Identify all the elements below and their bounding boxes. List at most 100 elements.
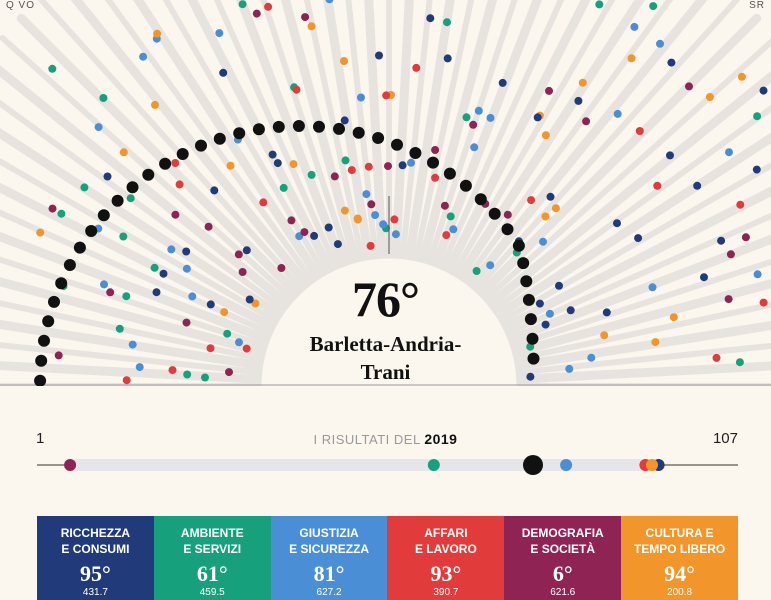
category-dot [753, 270, 762, 279]
ray-line [503, 301, 771, 365]
overall-dot [213, 132, 226, 145]
category-panel-ambiente[interactable]: Ambiente e servizi 61° 459.5 [153, 516, 271, 600]
category-dot [182, 247, 191, 256]
overall-dot [63, 259, 76, 271]
category-dot [292, 85, 301, 94]
category-dot [398, 161, 407, 170]
category-dot [384, 162, 392, 171]
category-panels: Ricchezza e consumi 95° 431.7 Ambiente e serv… [37, 516, 738, 600]
category-dot [498, 78, 507, 87]
overall-dot [252, 123, 265, 136]
category-dot [234, 250, 243, 259]
ray-line [427, 0, 542, 279]
category-dot [382, 91, 391, 100]
category-value: 200.8 [667, 587, 693, 598]
category-value: 431.7 [82, 587, 108, 598]
category-dot [215, 29, 224, 38]
timeline-year: 2019 [424, 431, 458, 447]
rank-timeline [37, 455, 738, 475]
overall-dot [272, 120, 285, 133]
category-dot [122, 376, 131, 385]
ray-line [505, 342, 771, 377]
category-dot [307, 22, 316, 31]
category-dot [330, 172, 339, 181]
category-dot [635, 127, 644, 135]
category-dot [648, 283, 657, 292]
category-dot [486, 113, 495, 122]
ray-line [495, 212, 771, 341]
category-panel-affari[interactable]: Affari e lavoro 93° 390.7 [387, 516, 505, 600]
overall-rank: 76° [352, 271, 420, 327]
category-dot [555, 281, 563, 290]
category-dot [100, 280, 108, 289]
overall-dot [292, 120, 305, 132]
category-dot [431, 173, 440, 182]
category-dot [546, 192, 555, 201]
ray-line [410, 0, 475, 272]
category-panel-demografia[interactable]: Demografia e società 6° 621.6 [504, 516, 622, 600]
category-dot [119, 232, 128, 241]
category-label-line2: e consumi [61, 542, 130, 556]
ray-line [260, 0, 355, 275]
overall-dot [195, 139, 207, 152]
category-dot [36, 228, 45, 237]
timeline-dot-ambiente [427, 459, 440, 471]
category-dot [545, 86, 553, 95]
category-label-line1: Ricchezza [60, 526, 131, 540]
ray-line [390, 0, 414, 271]
category-dot [238, 268, 247, 276]
category-rank: 93° [430, 561, 462, 586]
category-dot [57, 209, 66, 218]
ray-line [0, 157, 289, 329]
category-label-line2: tempo libero [633, 542, 726, 556]
category-dot [119, 148, 128, 157]
category-label-line1: Affari [424, 526, 468, 540]
category-dot [446, 212, 455, 221]
category-dot [587, 353, 596, 362]
category-label-line1: Cultura e [645, 526, 714, 540]
category-dot [182, 318, 191, 327]
timeline-title-text: I RISULTATI DEL [313, 432, 421, 447]
ray-line [0, 319, 275, 372]
category-panel-giustizia[interactable]: Giustizia e sicurezza 81° 627.2 [270, 516, 388, 600]
category-panel-cultura[interactable]: Cultura e tempo libero 94° 200.8 [621, 516, 738, 600]
overall-dot [126, 181, 139, 194]
category-dot [340, 116, 349, 125]
ray-line [70, 0, 318, 298]
category-dot [122, 292, 131, 301]
overall-dot [372, 132, 385, 144]
category-dot [175, 180, 184, 189]
category-dot [443, 18, 451, 27]
category-dot [171, 210, 180, 219]
category-dot [150, 263, 159, 272]
overall-dot [427, 156, 439, 169]
category-dot [630, 22, 639, 31]
category-dot [700, 273, 708, 282]
overall-dot [517, 257, 530, 270]
category-dot [566, 306, 575, 315]
overall-dot [34, 374, 47, 386]
ray-line [456, 0, 674, 292]
ray-line [398, 0, 433, 270]
category-dot [287, 216, 296, 225]
category-dot [333, 240, 342, 249]
category-rank: 94° [664, 561, 695, 586]
category-dot [364, 162, 373, 171]
category-dot [526, 372, 535, 381]
category-dot [379, 220, 388, 229]
category-dot [613, 219, 621, 228]
overall-dot [97, 209, 110, 222]
category-dot [362, 190, 371, 199]
category-dot [741, 233, 750, 242]
timeline-dot-overall [523, 455, 543, 475]
category-dot [168, 366, 177, 375]
category-dot [367, 200, 376, 209]
category-dot [535, 299, 544, 308]
category-dot [307, 170, 316, 179]
overall-dot [48, 295, 60, 308]
category-dot [578, 78, 587, 87]
category-rank: 81° [313, 561, 345, 586]
category-dot [600, 331, 609, 340]
overall-dot [522, 293, 535, 306]
category-panel-ricchezza[interactable]: Ricchezza e consumi 95° 431.7 [37, 516, 154, 600]
